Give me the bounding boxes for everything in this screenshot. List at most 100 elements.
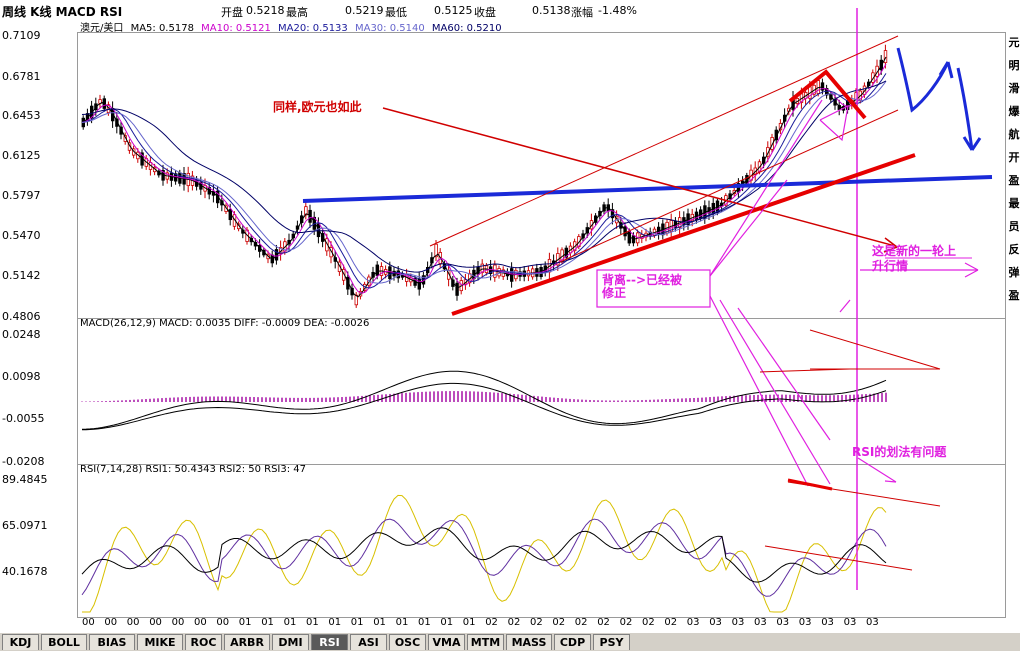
x-axis-label: 03	[686, 617, 700, 628]
right-strip-char: 员	[1008, 220, 1020, 233]
tab-vma[interactable]: VMA	[428, 634, 465, 650]
tab-rsi[interactable]: RSI	[311, 634, 348, 650]
x-axis-label: 01	[261, 617, 274, 628]
candle-body	[346, 276, 350, 290]
rsi-line	[81, 527, 887, 583]
candle-body	[820, 82, 825, 91]
tab-arbr[interactable]: ARBR	[224, 634, 270, 650]
price-y-label: 0.5142	[2, 269, 41, 282]
macd-dea-line	[81, 382, 887, 431]
tab-psy[interactable]: PSY	[593, 634, 630, 650]
x-axis-label: 03	[866, 617, 879, 628]
change-label: 涨幅	[571, 6, 593, 19]
rsi-y-label: 65.0971	[2, 519, 48, 532]
right-strip-char: 爆	[1008, 105, 1020, 118]
blue-arrow-down	[956, 67, 974, 151]
red-support-trendline	[451, 153, 916, 316]
channel-mid	[559, 109, 899, 263]
x-axis-label: 01	[418, 617, 431, 628]
candle-body	[329, 247, 333, 258]
tab-asi[interactable]: ASI	[350, 634, 387, 650]
price-y-label: 0.6453	[2, 109, 41, 122]
ma10-value: MA10: 0.5121	[201, 23, 271, 34]
price-y-label: 0.4806	[2, 310, 41, 323]
right-strip-char: 最	[1008, 197, 1020, 210]
tab-roc[interactable]: ROC	[185, 634, 222, 650]
tab-mass[interactable]: MASS	[506, 634, 552, 650]
ma30-value: MA30: 0.5140	[354, 23, 425, 34]
x-axis-label: 00	[82, 617, 95, 628]
macd-layer	[81, 370, 887, 431]
x-axis-label: 01	[238, 617, 252, 628]
annotation-euro: 同样,欧元也如此	[273, 100, 362, 114]
price-y-label: 0.5797	[2, 189, 41, 202]
ma5-value: MA5: 0.5178	[130, 23, 194, 34]
price-y-label: 0.5470	[2, 229, 41, 242]
low-value: 0.5125	[434, 4, 473, 17]
ma-legend: 澳元/美口 MA5: 0.5178 MA10: 0.5121 MA20: 0.5…	[80, 19, 502, 34]
quote-header: 周线 K线 MACD RSI 开盘 0.5218 最高 0.5219 最低 0.…	[0, 0, 1020, 22]
x-axis-label: 02	[507, 617, 521, 628]
candle-body	[308, 209, 312, 223]
x-axis-label: 00	[171, 617, 185, 628]
x-axis-label: 00	[216, 617, 230, 628]
x-axis-label: 01	[395, 617, 409, 628]
tab-dmi[interactable]: DMI	[272, 634, 309, 650]
right-strip-char: 滑	[1008, 82, 1020, 95]
ma60-value: MA60: 0.5210	[431, 23, 502, 34]
macd-diff-line	[81, 370, 887, 430]
x-axis-label: 03	[798, 617, 812, 628]
high-label: 最高	[286, 6, 308, 19]
tab-mike[interactable]: MIKE	[137, 634, 183, 650]
candle-body	[766, 146, 770, 157]
low-label: 最低	[385, 6, 407, 19]
rsi-legend: RSI(7,14,28) RSI1: 50.4343 RSI2: 50 RSI3…	[80, 464, 307, 475]
open-value: 0.5218	[246, 4, 285, 17]
annotation-divergence: 背离-->已经被 修正	[602, 273, 683, 300]
x-axis-label: 02	[642, 617, 655, 628]
rsi-layer	[81, 494, 887, 613]
macd-y-label: -0.0055	[2, 412, 45, 425]
candle-body	[337, 261, 342, 273]
rsi-y-label: 89.4845	[2, 473, 48, 486]
rsi-y-label: 40.1678	[2, 565, 48, 578]
tab-bias[interactable]: BIAS	[89, 634, 135, 650]
x-axis-label: 03	[754, 617, 767, 628]
candle-body	[778, 122, 783, 131]
ma-line	[81, 63, 887, 294]
euro-arrow-line	[382, 107, 896, 247]
ma-line	[81, 56, 887, 298]
indicator-tab-bar: KDJ BOLL BIAS MIKE ROC ARBR DMI RSI ASI OSC VMA MTM…	[0, 633, 1020, 651]
candle-body	[270, 254, 274, 264]
right-strip-char: 盈	[1008, 289, 1020, 302]
x-axis-label: 01	[328, 617, 342, 628]
candle-body	[774, 129, 778, 141]
macd-y-label: -0.0208	[2, 455, 45, 468]
x-axis-label: 02	[574, 617, 588, 628]
x-axis-label: 03	[843, 617, 857, 628]
symbol-label: 澳元/美口	[80, 23, 124, 34]
price-y-label: 0.6781	[2, 70, 41, 83]
channel-upper	[429, 35, 899, 247]
tab-osc[interactable]: OSC	[389, 634, 426, 650]
high-value: 0.5219	[345, 4, 384, 17]
right-strip-char: 明	[1008, 59, 1020, 72]
annotation-rsi-problem: RSI的划法有问题	[852, 445, 947, 459]
x-axis-label: 00	[126, 617, 140, 628]
candle-body	[115, 118, 119, 127]
x-axis-label: 03	[709, 617, 722, 628]
candle-body	[451, 279, 455, 287]
x-axis-label: 00	[104, 617, 118, 628]
tab-mtm[interactable]: MTM	[467, 634, 504, 650]
macd-y-label: 0.0098	[2, 370, 41, 383]
tab-cdp[interactable]: CDP	[554, 634, 591, 650]
divergence-box	[596, 269, 711, 308]
candle-body	[119, 126, 123, 135]
annotation-lines	[302, 8, 993, 590]
right-strip-char: 航	[1008, 128, 1020, 141]
right-strip-char: 元	[1008, 36, 1020, 49]
tab-kdj[interactable]: KDJ	[2, 634, 39, 650]
candle-body	[320, 233, 325, 242]
tab-boll[interactable]: BOLL	[41, 634, 87, 650]
